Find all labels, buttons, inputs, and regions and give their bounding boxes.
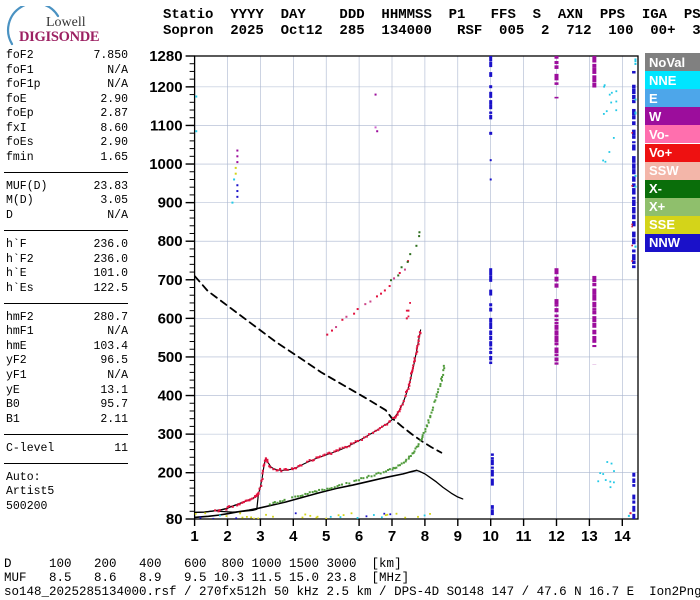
- svg-text:1280: 1280: [149, 48, 182, 65]
- svg-text:600: 600: [158, 310, 183, 327]
- svg-text:1000: 1000: [149, 156, 182, 173]
- svg-text:13: 13: [581, 528, 598, 545]
- svg-text:200: 200: [158, 465, 183, 482]
- svg-text:900: 900: [158, 195, 183, 212]
- svg-text:4: 4: [289, 528, 298, 545]
- svg-text:1200: 1200: [149, 79, 182, 96]
- svg-text:1: 1: [190, 528, 198, 545]
- svg-text:14: 14: [614, 528, 631, 545]
- svg-text:10: 10: [482, 528, 499, 545]
- svg-text:400: 400: [158, 388, 183, 405]
- svg-text:11: 11: [516, 528, 532, 545]
- svg-text:8: 8: [421, 528, 429, 545]
- svg-text:6: 6: [355, 528, 363, 545]
- svg-text:2: 2: [223, 528, 231, 545]
- svg-text:9: 9: [454, 528, 462, 545]
- svg-text:80: 80: [166, 511, 183, 528]
- svg-text:12: 12: [548, 528, 565, 545]
- svg-text:500: 500: [158, 349, 183, 366]
- svg-text:300: 300: [158, 426, 183, 443]
- svg-text:5: 5: [322, 528, 330, 545]
- svg-text:7: 7: [388, 528, 396, 545]
- svg-text:800: 800: [158, 233, 183, 250]
- svg-text:3: 3: [256, 528, 264, 545]
- svg-text:700: 700: [158, 272, 183, 289]
- svg-text:1100: 1100: [150, 117, 183, 134]
